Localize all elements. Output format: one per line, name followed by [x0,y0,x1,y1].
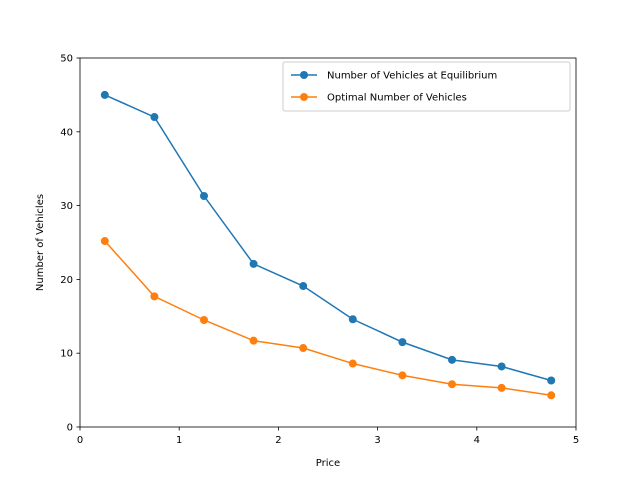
data-point [547,391,556,400]
data-point [100,90,109,99]
axes-frame [79,57,577,428]
data-point [348,315,357,324]
y-tick-label: 40 [60,127,73,138]
data-point [448,380,456,389]
legend-item: Optimal Number of Vehicles [291,93,467,104]
x-tick-label: 0 [77,435,83,446]
x-tick-label: 5 [573,435,579,446]
data-point [497,383,506,392]
x-tick-label: 2 [275,435,281,446]
legend-item: Number of Vehicles at Equilibrium [291,71,497,82]
y-tick-label: 20 [60,275,73,286]
data-point [249,259,258,268]
series-1 [100,90,556,385]
series-2 [100,237,556,400]
data-point [547,376,556,385]
legend-box [282,61,571,112]
data-point [398,371,407,380]
data-point [299,344,308,353]
data-point [448,355,456,364]
legend-label: Number of Vehicles at Equilibrium [327,71,497,82]
series-line [104,94,552,382]
legend-swatch-marker [300,93,308,101]
data-point [200,315,208,324]
x-tick-label: 1 [176,435,182,446]
data-point [398,338,407,347]
series-line [104,240,552,397]
data-point [348,359,357,368]
x-axis-label: Price [316,458,340,469]
data-point [150,292,159,301]
data-point [150,113,159,122]
legend: Number of Vehicles at Equilibrium Optimal… [282,61,571,112]
y-tick-label: 50 [60,54,73,65]
data-point [100,237,109,246]
y-axis-ticks: 0 10 20 30 40 50 [60,54,80,434]
data-point [497,362,506,371]
x-tick-label: 4 [474,435,480,446]
data-point [249,336,258,345]
y-axis-label: Number of Vehicles [35,194,46,291]
x-axis-ticks: 0 1 2 3 4 5 [77,427,579,446]
x-tick-label: 3 [374,435,380,446]
y-tick-label: 0 [67,423,73,434]
y-tick-label: 30 [60,201,73,212]
y-tick-label: 10 [60,349,73,360]
legend-swatch-marker [300,71,308,79]
data-point [299,282,308,291]
legend-label: Optimal Number of Vehicles [327,93,467,104]
plot-area [100,90,556,400]
data-point [200,192,208,201]
